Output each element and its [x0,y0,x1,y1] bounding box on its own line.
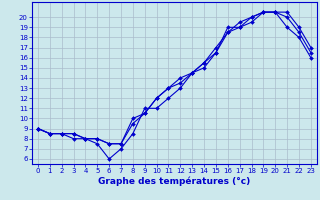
X-axis label: Graphe des températures (°c): Graphe des températures (°c) [98,177,251,186]
